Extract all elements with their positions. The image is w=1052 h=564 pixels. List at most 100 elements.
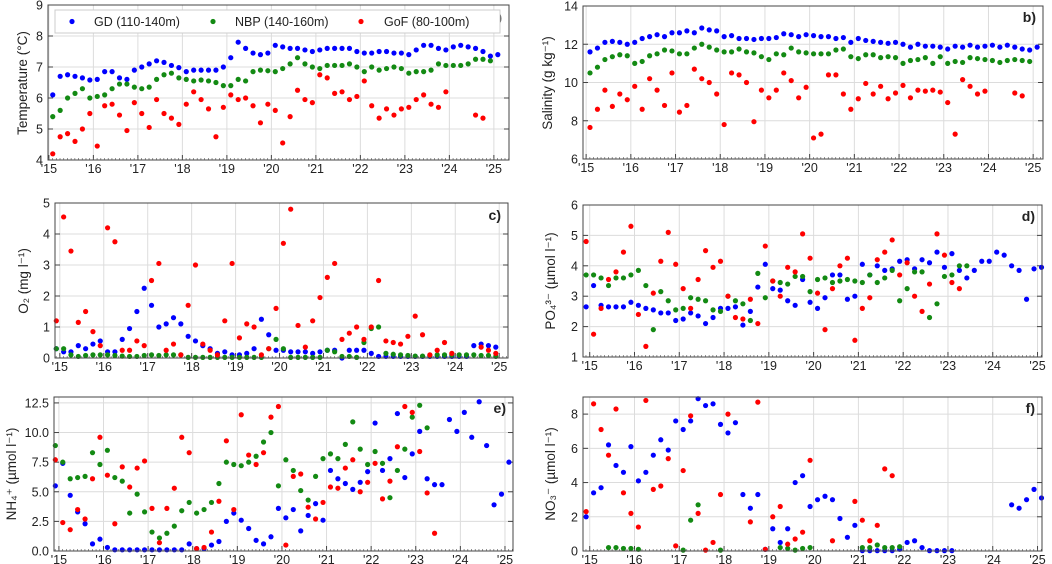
- data-point: [840, 46, 846, 52]
- data-point: [104, 472, 110, 478]
- data-point: [64, 95, 71, 101]
- data-point: [288, 349, 294, 355]
- data-point: [777, 539, 783, 546]
- data-point: [148, 352, 155, 358]
- series-nbp: [587, 41, 1033, 76]
- data-point: [238, 517, 244, 523]
- y-tick-label: 8: [571, 408, 578, 422]
- data-point: [911, 293, 918, 299]
- data-point: [134, 308, 140, 315]
- data-point: [800, 273, 806, 280]
- data-point: [956, 263, 962, 269]
- data-point: [238, 463, 244, 469]
- ylabel-d: PO₄³⁻ (µmol l⁻¹): [543, 232, 558, 329]
- data-point: [294, 87, 301, 93]
- data-point: [346, 61, 353, 67]
- data-point: [647, 53, 653, 59]
- data-point: [979, 258, 985, 264]
- data-point: [222, 354, 228, 360]
- data-point: [83, 352, 89, 359]
- data-point: [852, 278, 858, 284]
- data-point: [354, 48, 360, 55]
- data-point: [1019, 46, 1025, 52]
- data-point: [332, 260, 338, 267]
- data-point: [375, 277, 382, 284]
- data-point: [915, 41, 921, 47]
- data-point: [844, 255, 851, 261]
- data-point: [736, 46, 742, 52]
- data-point: [867, 538, 873, 544]
- data-point: [837, 272, 843, 278]
- data-point: [228, 55, 234, 61]
- data-point: [171, 523, 177, 529]
- data-point: [956, 267, 962, 273]
- data-point: [654, 32, 660, 38]
- data-point: [406, 52, 412, 58]
- data-point: [469, 434, 475, 440]
- x-tick-label: '16: [623, 161, 639, 175]
- data-point: [302, 47, 308, 53]
- data-point: [639, 106, 645, 112]
- data-point: [268, 429, 274, 436]
- data-point: [310, 318, 316, 324]
- data-point: [900, 60, 906, 66]
- data-point: [141, 509, 148, 515]
- data-point: [878, 39, 884, 45]
- data-point: [796, 49, 802, 55]
- data-point: [75, 319, 81, 325]
- data-point: [405, 352, 411, 359]
- data-point: [53, 318, 59, 324]
- data-point: [721, 34, 727, 40]
- series-gof: [587, 66, 1025, 141]
- data-point: [191, 89, 197, 95]
- series-gd: [50, 39, 501, 98]
- data-point: [643, 305, 649, 311]
- data-point: [732, 314, 739, 321]
- data-point: [620, 545, 627, 552]
- data-point: [717, 258, 724, 264]
- data-point: [235, 39, 241, 45]
- data-point: [434, 347, 440, 353]
- data-point: [265, 101, 271, 107]
- data-point: [788, 45, 794, 51]
- data-point: [82, 473, 88, 479]
- series-nbp: [52, 402, 430, 541]
- data-point: [208, 542, 215, 548]
- data-point: [156, 324, 162, 330]
- data-point: [840, 91, 846, 97]
- data-point: [72, 73, 78, 79]
- data-point: [822, 493, 828, 499]
- data-point: [458, 42, 464, 48]
- data-point: [317, 294, 323, 301]
- data-point: [684, 51, 690, 57]
- data-point: [654, 51, 660, 57]
- data-point: [405, 333, 411, 339]
- data-point: [127, 510, 133, 516]
- data-point: [72, 138, 78, 144]
- data-point: [369, 50, 375, 56]
- data-point: [710, 401, 716, 407]
- x-tick-label: '20: [805, 553, 821, 564]
- data-point: [265, 68, 271, 74]
- data-point: [874, 522, 880, 528]
- data-point: [669, 48, 675, 54]
- data-point: [67, 476, 73, 482]
- data-point: [859, 544, 865, 551]
- y-tick-label: 7.5: [32, 456, 49, 470]
- data-point: [635, 302, 641, 308]
- plot-area: [54, 397, 513, 551]
- data-point: [368, 350, 374, 356]
- data-point: [889, 237, 895, 243]
- data-point: [64, 131, 71, 137]
- data-point: [658, 258, 664, 264]
- data-point: [807, 503, 813, 510]
- data-point: [87, 95, 93, 101]
- data-point: [1004, 57, 1010, 64]
- legend-marker-nbp: [210, 18, 216, 25]
- data-point: [773, 51, 779, 57]
- data-point: [478, 352, 484, 359]
- data-point: [960, 44, 966, 50]
- data-point: [949, 251, 955, 257]
- data-point: [590, 401, 597, 407]
- ylabel-b: Salinity (g kg⁻¹): [540, 36, 555, 129]
